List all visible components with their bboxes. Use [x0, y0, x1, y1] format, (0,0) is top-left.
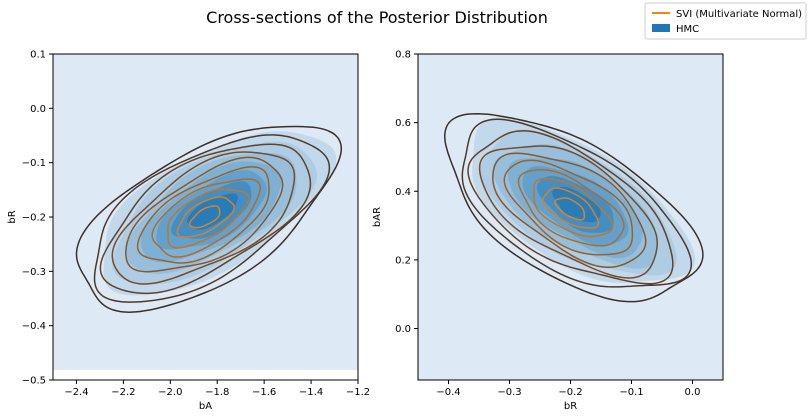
svi-contour-line	[125, 156, 284, 273]
x-tick-label: −1.6	[252, 387, 276, 398]
svi-contour-line	[492, 152, 647, 269]
svi-contour-line	[136, 166, 270, 264]
x-tick-label: −1.8	[205, 387, 229, 398]
legend-label-svi: SVI (Multivariate Normal)	[676, 9, 802, 20]
legend-frame	[644, 2, 807, 40]
y-tick-label: 0.1	[30, 50, 46, 61]
y-tick-label: −0.3	[22, 267, 46, 278]
svi-contour-line	[461, 118, 693, 288]
figure-title: Cross-sections of the Posterior Distribu…	[206, 8, 548, 27]
x-axis-label: bR	[564, 401, 577, 412]
x-tick-label: −2.0	[158, 387, 182, 398]
svi-contour-line	[542, 187, 600, 229]
y-tick-label: 0.0	[30, 104, 46, 115]
plot-area	[53, 54, 358, 370]
y-axis-label: bR	[7, 210, 18, 223]
y-tick-label: −0.4	[22, 321, 46, 332]
svi-contour-line	[93, 134, 331, 303]
legend-label-hmc: HMC	[676, 24, 699, 35]
x-tick-label: −0.3	[497, 387, 521, 398]
svi-contour-line	[554, 197, 586, 221]
x-tick-label: −2.4	[64, 387, 88, 398]
x-tick-label: −1.4	[299, 387, 323, 398]
svi-contour-line	[111, 151, 296, 285]
x-tick-label: 0.0	[685, 387, 701, 398]
svi-contour-line	[176, 196, 236, 238]
svi-contour-line	[517, 169, 625, 247]
svi-contour-line	[167, 188, 250, 249]
svi-contour-line	[443, 112, 704, 303]
x-tick-label: −0.4	[436, 387, 460, 398]
hmc-density-level	[552, 187, 601, 223]
svi-contour-line	[151, 178, 262, 258]
y-tick-label: 0.2	[395, 255, 411, 266]
y-axis-label: bAR	[372, 207, 383, 227]
x-tick-label: −2.2	[111, 387, 135, 398]
svi-contour-line	[75, 125, 343, 313]
svi-contour-line	[188, 205, 221, 229]
panel-right: −0.4 −0.3 −0.2 −0.1 0.0 0.0 0.2 0.4 0.6 0.8 bR bAR	[372, 50, 724, 412]
x-tick-label: −0.1	[619, 387, 643, 398]
svi-contour-line	[99, 143, 312, 295]
panel-left: −2.4 −2.2 −2.0 −1.8 −1.6 −1.4 −1.2 −0.5 −0.4 −0.3…	[7, 50, 370, 413]
legend-patch-hmc	[652, 24, 670, 32]
y-tick-label: 0.8	[395, 50, 411, 61]
y-tick-label: −0.5	[22, 376, 46, 387]
y-tick-label: 0.6	[395, 118, 411, 129]
x-tick-label: −0.2	[558, 387, 582, 398]
svi-contour-line	[503, 159, 634, 256]
x-axis-label: bA	[199, 401, 212, 412]
svi-contour-line	[467, 130, 674, 285]
x-tick-label: −1.2	[346, 387, 370, 398]
plot-area	[418, 54, 723, 380]
legend: SVI (Multivariate Normal) HMC	[644, 2, 807, 40]
y-tick-label: 0.4	[395, 187, 411, 198]
svi-contour-line	[533, 177, 614, 238]
y-tick-label: −0.1	[22, 158, 46, 169]
hmc-density-level	[187, 193, 238, 230]
y-tick-label: −0.2	[22, 213, 46, 224]
svi-contour-line	[478, 145, 658, 279]
y-tick-label: 0.0	[395, 324, 411, 335]
